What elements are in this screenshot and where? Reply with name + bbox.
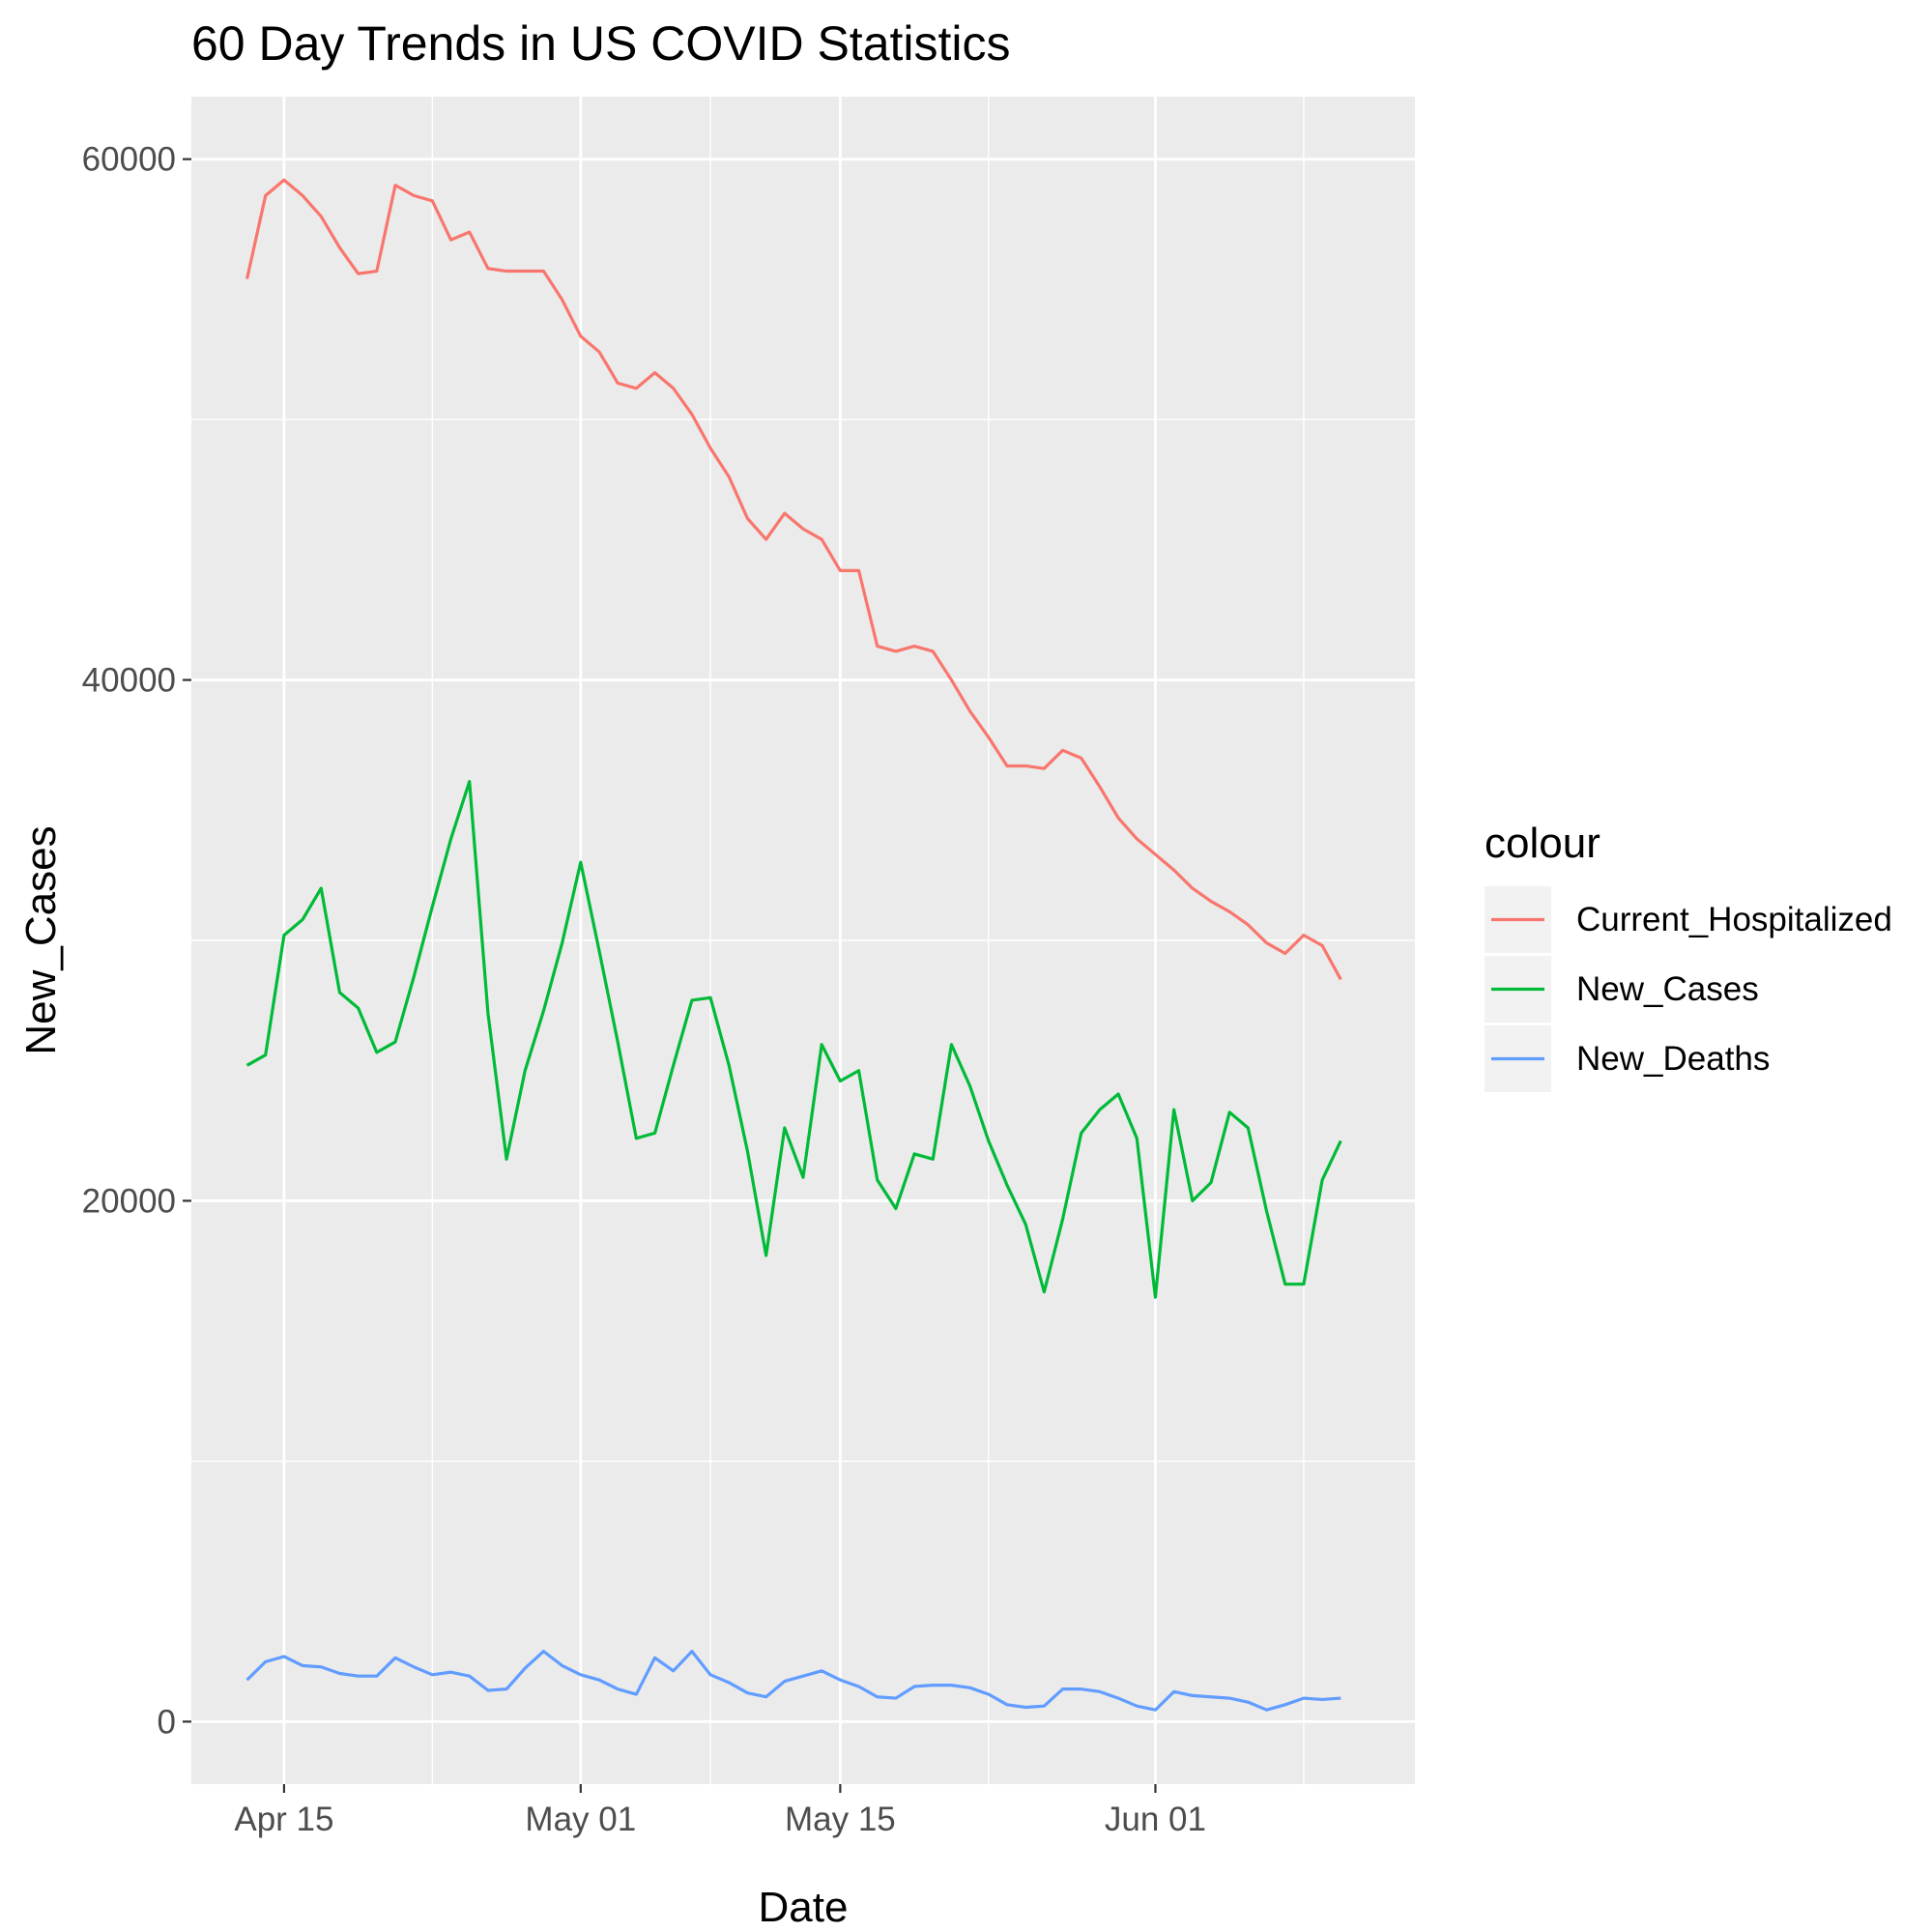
y-axis-title: New_Cases [17,825,65,1054]
major-gridlines [191,97,1415,1784]
x-axis: Apr 15 May 01 May 15 Jun 01 [234,1784,1206,1838]
minor-gridlines [191,97,1415,1784]
x-tick-label: May 15 [785,1801,896,1838]
chart-title: 60 Day Trends in US COVID Statistics [191,16,1011,71]
legend-label: Current_Hospitalized [1576,901,1892,938]
series-line-current-hospitalized [245,178,1342,981]
series-line-new-cases [245,780,1342,1299]
legend: colour Current_Hospitalized New_Cases New_… [1485,820,1892,1092]
series-lines [245,178,1342,1712]
legend-item: New_Cases [1485,956,1759,1023]
y-tick-label: 0 [158,1703,176,1741]
y-axis: 0 20000 40000 60000 [82,141,191,1741]
x-tick-label: May 01 [525,1801,636,1838]
x-axis-title: Date [759,1884,849,1931]
y-tick-label: 40000 [82,662,176,700]
legend-title: colour [1485,820,1600,867]
legend-label: New_Cases [1576,970,1759,1008]
legend-items: Current_Hospitalized New_Cases New_Deaths [1485,886,1892,1092]
y-tick-label: 60000 [82,141,176,179]
x-tick-label: Jun 01 [1105,1801,1206,1838]
series-line-new-deaths [245,1649,1341,1712]
legend-item: New_Deaths [1485,1025,1770,1092]
y-tick-label: 20000 [82,1182,176,1220]
legend-label: New_Deaths [1576,1040,1770,1078]
x-tick-label: Apr 15 [234,1801,333,1838]
legend-item: Current_Hospitalized [1485,886,1892,953]
